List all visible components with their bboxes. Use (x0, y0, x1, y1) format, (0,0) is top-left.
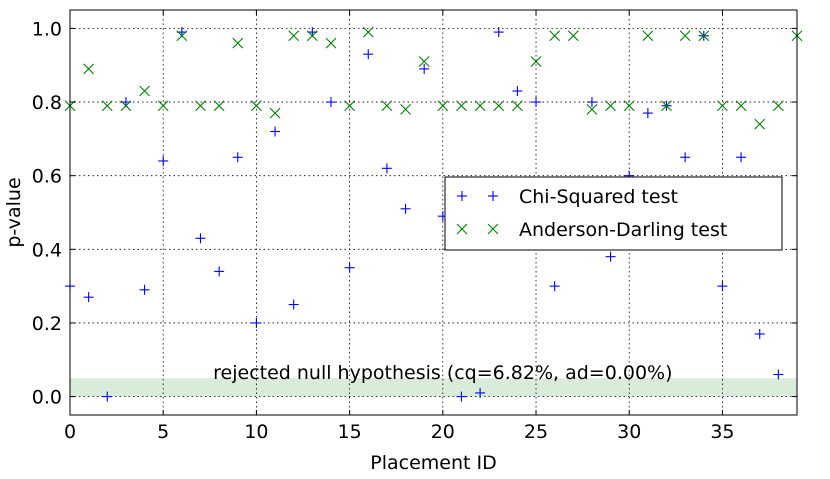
chi-squared-point (680, 152, 691, 163)
x-axis-label: Placement ID (370, 452, 496, 474)
chi-squared-point (344, 262, 355, 273)
anderson-darling-point (493, 100, 505, 112)
rejection-band-layer (70, 378, 797, 397)
anderson-darling-point (157, 100, 169, 112)
anderson-darling-point (269, 107, 281, 119)
x-tick-label: 25 (524, 421, 548, 443)
anderson-darling-point (605, 100, 616, 112)
legend-label-chi-squared: Chi-Squared test (519, 186, 678, 208)
anderson-darling-point (456, 100, 467, 112)
chi-squared-point (381, 163, 392, 174)
anderson-darling-point (381, 100, 393, 112)
chi-squared-point (288, 299, 299, 310)
legend-marker-chi-squared (457, 191, 498, 201)
anderson-darling-point (567, 30, 579, 42)
anderson-darling-point (120, 100, 132, 112)
band-label-layer: rejected null hypothesis (cq=6.82%, ad=0… (213, 362, 672, 384)
anderson-darling-point (344, 100, 356, 112)
anderson-darling-point (474, 100, 486, 112)
x-tick-label: 0 (64, 421, 76, 443)
anderson-darling-point (698, 30, 710, 42)
anderson-darling-point (735, 100, 747, 112)
x-tick-label: 10 (244, 421, 268, 443)
chi-squared-point (531, 97, 542, 108)
chi-squared-point (456, 391, 467, 402)
y-tick-label: 0.2 (32, 313, 62, 335)
anderson-darling-point (549, 30, 561, 42)
chi-squared-point (325, 97, 336, 108)
y-tick-label: 0.8 (32, 92, 62, 114)
anderson-darling-point (101, 100, 113, 112)
rejection-band-label: rejected null hypothesis (cq=6.82%, ad=0… (213, 362, 672, 384)
y-tick-label: 1.0 (32, 18, 62, 40)
x-tick-label: 35 (710, 421, 734, 443)
chi-squared-point (586, 97, 597, 108)
chi-squared-point (736, 152, 747, 163)
ticks-layer: 0 5 10 15 20 25 30 35 0.0 0.2 0.4 0.6 0.8 1.0 (32, 10, 797, 443)
anderson-darling-point (754, 118, 766, 130)
chi-squared-point (493, 27, 504, 38)
anderson-darling-point (511, 100, 523, 112)
chi-squared-point (642, 108, 653, 119)
chi-squared-point (214, 266, 225, 277)
x-tick-label: 20 (431, 421, 455, 443)
chi-squared-point (270, 126, 281, 137)
chi-squared-point (158, 155, 169, 166)
chi-squared-point (102, 391, 113, 402)
chi-squared-point (475, 387, 486, 398)
y-axis-label: p-value (3, 177, 25, 247)
anderson-darling-point (642, 30, 654, 42)
chi-squared-point (717, 281, 728, 292)
anderson-darling-point (717, 100, 728, 112)
anderson-darling-point (83, 63, 95, 75)
y-tick-label: 0.4 (32, 239, 62, 261)
chi-squared-point (83, 292, 94, 303)
anderson-darling-point (195, 100, 206, 112)
points-layer (64, 26, 803, 402)
anderson-darling-point (586, 104, 598, 115)
chi-squared-point (232, 152, 243, 163)
anderson-darling-point (213, 100, 225, 112)
anderson-darling-point (400, 104, 411, 115)
anderson-darling-point (362, 26, 374, 38)
plot-frame (69, 9, 798, 416)
anderson-darling-point (176, 30, 188, 42)
chi-squared-point (195, 233, 206, 244)
x-tick-label: 30 (617, 421, 641, 443)
anderson-darling-point (306, 30, 318, 42)
x-tick-label: 15 (338, 421, 362, 443)
anderson-darling-point (232, 37, 244, 49)
anderson-darling-point (623, 100, 635, 112)
anderson-darling-point (661, 100, 672, 112)
legend-marker-anderson-darling (456, 223, 499, 235)
chi-squared-point (251, 317, 262, 328)
legend: Chi-Squared test Anderson-Darling test (444, 176, 783, 251)
chi-squared-point (419, 63, 430, 74)
x-tick-label: 5 (157, 421, 169, 443)
chi-squared-point (363, 49, 374, 60)
anderson-darling-point (139, 85, 150, 97)
anderson-darling-point (288, 30, 300, 42)
anderson-darling-point (679, 30, 691, 42)
chi-squared-point (549, 281, 560, 292)
chi-squared-point (400, 203, 411, 214)
anderson-darling-point (251, 100, 262, 112)
chi-squared-point (754, 329, 765, 339)
chi-squared-point (773, 369, 784, 380)
legend-label-anderson-darling: Anderson-Darling test (519, 219, 727, 241)
anderson-darling-point (772, 100, 784, 112)
anderson-darling-point (437, 100, 449, 112)
legend-box (444, 176, 783, 251)
chi-squared-point (605, 251, 616, 262)
anderson-darling-point (530, 56, 542, 67)
y-tick-label: 0.0 (32, 387, 62, 409)
chi-squared-point (139, 284, 150, 295)
y-tick-label: 0.6 (32, 166, 62, 188)
chi-squared-point (512, 86, 523, 96)
anderson-darling-point (418, 56, 430, 67)
anderson-darling-point (325, 37, 337, 49)
rejection-band (70, 378, 797, 397)
